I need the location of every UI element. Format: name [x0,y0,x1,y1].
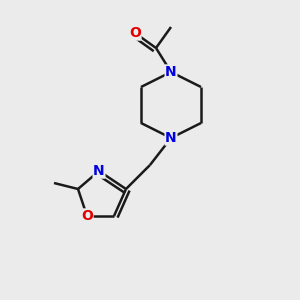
Text: O: O [129,26,141,40]
Text: N: N [165,65,177,79]
Text: O: O [81,209,93,223]
Text: N: N [165,131,177,145]
Text: N: N [93,164,105,178]
